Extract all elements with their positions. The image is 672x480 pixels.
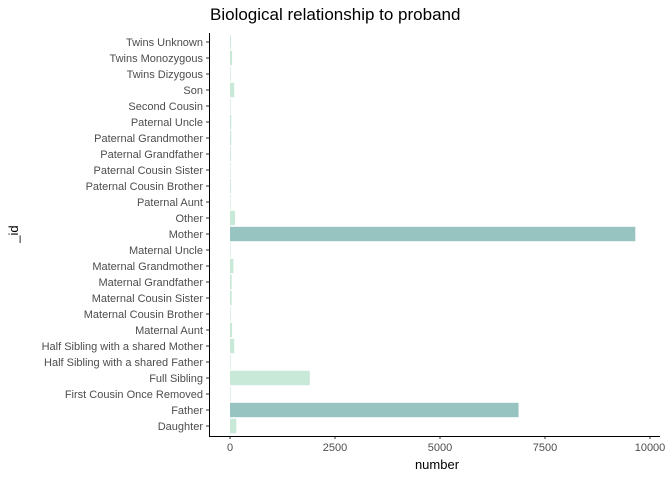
x-axis-ticks: 0 2500 5000 7500 10000 [227,436,665,454]
y-tick-label: Twins Dizygous [127,69,204,81]
bar-daughter [230,418,237,434]
y-tick-label: Father [171,405,203,417]
x-tick-label: 5000 [428,442,452,454]
bar-paternal-uncle [230,114,232,130]
y-tick-label: Paternal Cousin Sister [94,165,204,177]
bar-maternal-uncle [230,242,231,258]
y-tick-label: Twins Monozygous [109,53,203,65]
y-tick-label: Maternal Grandmother [92,261,203,273]
bar-paternal-grandfather [230,146,231,162]
y-tick-label: Paternal Aunt [137,197,203,209]
y-tick-label: Paternal Uncle [131,117,203,129]
bar-son [230,82,235,98]
bar-twins-dizygous [230,66,231,82]
bar-paternal-cousin-brother [230,178,231,194]
y-axis-ticks: Daughter Father First Cousin Once Removed F… [42,37,209,433]
y-tick-label: Daughter [158,421,204,433]
bar-maternal-grandmother [230,258,234,274]
bar-paternal-aunt [230,194,231,210]
x-tick-label: 0 [227,442,233,454]
y-tick-label: Full Sibling [149,373,203,385]
y-tick-label: Maternal Grandfather [98,277,203,289]
bar-first-cousin-once-removed [230,386,231,402]
bars-layer [230,34,636,434]
x-tick-label: 2500 [323,442,347,454]
bar-maternal-aunt [230,322,233,338]
bar-maternal-cousin-sister [230,290,232,306]
bar-full-sibling [230,370,310,386]
bar-paternal-grandmother [230,130,232,146]
x-tick-label: 10000 [635,442,666,454]
bar-paternal-cousin-sister [230,162,231,178]
y-tick-label: Son [183,85,203,97]
bar-second-cousin [230,98,231,114]
y-tick-label: Maternal Uncle [129,245,203,257]
y-tick-label: Mother [169,229,204,241]
bar-mother [230,226,636,242]
bar-father [230,402,519,418]
y-axis-title: _id [6,225,21,243]
y-tick-label: Paternal Cousin Brother [86,181,204,193]
bar-other [230,210,236,226]
y-tick-label: Maternal Aunt [135,325,203,337]
y-tick-label: Twins Unknown [126,37,203,49]
bar-half-sibling-with-a-shared-father [230,354,231,370]
y-tick-label: Half Sibling with a shared Mother [42,341,204,353]
chart-title: Biological relationship to proband [210,5,460,24]
y-tick-label: Maternal Cousin Sister [92,293,204,305]
bar-twins-monozygous [230,50,233,66]
y-tick-label: Half Sibling with a shared Father [44,357,203,369]
y-tick-label: Other [175,213,203,225]
x-axis-title: number [415,457,460,472]
y-tick-label: Paternal Grandfather [100,149,203,161]
bar-twins-unknown [230,34,231,50]
bar-half-sibling-with-a-shared-mother [230,338,235,354]
y-tick-label: First Cousin Once Removed [65,389,203,401]
bar-maternal-cousin-brother [230,306,231,322]
y-tick-label: Paternal Grandmother [94,133,203,145]
bar-maternal-grandfather [230,274,232,290]
x-tick-label: 7500 [533,442,557,454]
y-tick-label: Maternal Cousin Brother [84,309,204,321]
y-tick-label: Second Cousin [128,101,203,113]
